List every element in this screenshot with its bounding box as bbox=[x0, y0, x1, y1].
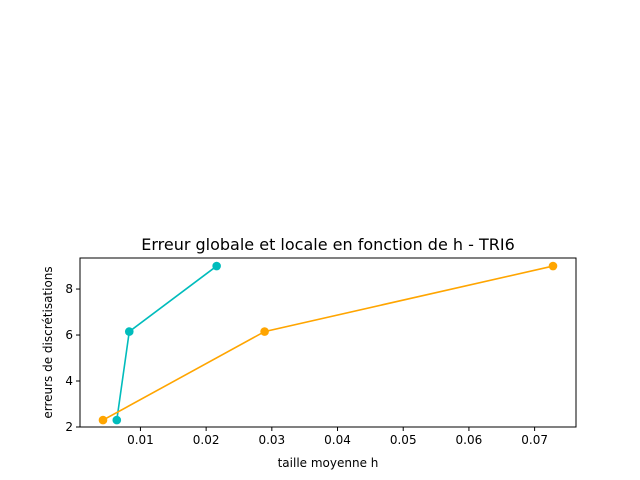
x-axis-ticks: 0.01 0.02 0.03 0.04 0.05 0.06 0.07 bbox=[127, 427, 548, 447]
series-2-point bbox=[98, 415, 108, 425]
series-layer bbox=[98, 261, 558, 425]
y-axis-ticks: 2 4 6 8 bbox=[65, 282, 80, 434]
y-tick-label: 8 bbox=[65, 282, 73, 296]
x-tick-label: 0.07 bbox=[521, 433, 548, 447]
series-1-point bbox=[112, 415, 122, 425]
series-1-point bbox=[124, 327, 134, 336]
axes-frame bbox=[79, 257, 577, 428]
y-tick-label: 6 bbox=[65, 328, 73, 342]
x-tick-label: 0.06 bbox=[456, 433, 483, 447]
chart-title: Erreur globale et locale en fonction de … bbox=[141, 235, 515, 254]
series-2-point bbox=[260, 327, 269, 336]
y-axis-label: erreurs de discrétisations bbox=[41, 266, 55, 418]
x-axis-label: taille moyenne h bbox=[278, 456, 379, 470]
x-tick-label: 0.04 bbox=[324, 433, 351, 447]
series-1-point bbox=[212, 261, 221, 271]
series-2-point bbox=[548, 261, 558, 271]
x-tick-label: 0.01 bbox=[127, 433, 154, 447]
x-tick-label: 0.03 bbox=[258, 433, 285, 447]
y-tick-label: 2 bbox=[65, 420, 73, 434]
x-tick-label: 0.02 bbox=[193, 433, 220, 447]
y-tick-label: 4 bbox=[65, 374, 73, 388]
x-tick-label: 0.05 bbox=[390, 433, 417, 447]
